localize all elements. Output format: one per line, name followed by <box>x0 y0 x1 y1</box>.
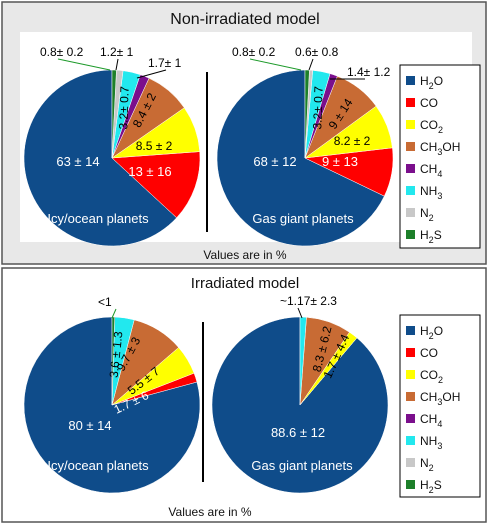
slice-label-h2o: 88.6 ± 12 <box>271 425 325 440</box>
legend-label-co: CO <box>420 346 438 360</box>
legend-swatch-ch3oh <box>406 142 415 151</box>
legends: H2O CO CO2 CH3OH CH4 NH3 N2 H2S H2O CO CO2 CH3OH CH4… <box>406 74 460 495</box>
legend-swatch-co2 <box>406 120 415 129</box>
pie-title: Icy/ocean planets <box>47 458 149 473</box>
pie-slice-h2o <box>211 316 389 494</box>
pie-slice-nh3 <box>299 316 307 406</box>
legend: H2O CO CO2 CH3OH CH4 NH3 N2 H2S <box>406 324 460 495</box>
legend-swatch-ch4 <box>406 414 415 423</box>
slice-label-nh3: 3.2± 0.7 <box>116 86 132 130</box>
slice-label-h2s: <1 <box>98 295 112 309</box>
slice-label-ch4: 1.7± 1 <box>148 56 182 70</box>
slice-label-ch4: 1.4± 1.2 <box>347 65 391 79</box>
slice-label-h2s: 0.8± 0.2 <box>40 45 84 59</box>
slice-label-co2: 8.5 ± 2 <box>136 139 173 153</box>
callout-line <box>115 58 119 71</box>
legend-swatch-nh3 <box>406 436 415 445</box>
legend-label-nh3: NH3 <box>420 434 442 451</box>
legend-label-n2: N2 <box>420 206 434 223</box>
legend-label-h2s: H2S <box>420 478 442 495</box>
legend-swatch-h2s <box>406 480 415 489</box>
legend-label-co: CO <box>420 96 438 110</box>
legend-swatch-ch3oh <box>406 392 415 401</box>
legend-swatch-ch4 <box>406 164 415 173</box>
callout-line <box>297 307 303 319</box>
legend-swatch-h2s <box>406 230 415 239</box>
slice-label-nh3: 3.2± 0.7 <box>310 86 326 130</box>
slice-label-nh3: 3.6 ± 1.3 <box>107 330 126 378</box>
legend-swatch-co2 <box>406 370 415 379</box>
legend-label-ch3oh: CH3OH <box>420 140 460 157</box>
legend-swatch-n2 <box>406 458 415 467</box>
legend-label-h2o: H2O <box>420 324 443 341</box>
slice-label-co: 9 ± 13 <box>322 154 358 169</box>
legend-swatch-co <box>406 98 415 107</box>
pie-chart: 80 ± 141.7 ± 65.5 ± 79.7 ± 33.6 ± 1.3<1I… <box>23 295 201 494</box>
callout-line <box>57 58 111 71</box>
slice-label-co2: 8.2 ± 2 <box>334 134 371 148</box>
legend: H2O CO CO2 CH3OH CH4 NH3 N2 H2S <box>406 74 460 245</box>
pie-title: Gas giant planets <box>251 458 353 473</box>
legend-label-co2: CO2 <box>420 118 443 135</box>
pie-slice-h2s <box>111 69 117 159</box>
slice-label-co: 13 ± 16 <box>128 164 171 179</box>
slice-label-h2o: 63 ± 14 <box>56 154 99 169</box>
pie-chart: 68 ± 12 9 ± 138.2 ± 29 ± 141.4± 1.23.2± 0… <box>216 45 394 247</box>
legend-box-top <box>399 64 481 249</box>
legend-label-ch4: CH4 <box>420 162 442 179</box>
slice-label-n2: 1.2± 1 <box>100 45 134 59</box>
top-panel-title: Non-irradiated model <box>170 11 319 28</box>
slice-label-nh3: ~1.17± 2.3 <box>280 294 337 308</box>
slice-label-h2o: 80 ± 14 <box>68 418 111 433</box>
legend-swatch-co <box>406 348 415 357</box>
callout-line <box>249 58 302 71</box>
legend-swatch-h2o <box>406 326 415 335</box>
top-footnote: Values are in % <box>203 248 286 262</box>
legend-label-n2: N2 <box>420 456 434 473</box>
callout-line <box>308 58 314 71</box>
bottom-footnote: Values are in % <box>168 505 251 519</box>
slice-label-h2s: 0.8± 0.2 <box>232 45 276 59</box>
pie-chart: 88.6 ± 121.7 ± 4.48.3 ± 6.2~1.17± 2.3Gas… <box>211 294 389 494</box>
pie-slice-h2o <box>23 69 177 247</box>
slice-label-h2o: 68 ± 12 <box>253 154 296 169</box>
legend-label-nh3: NH3 <box>420 184 442 201</box>
slice-label-n2: 0.6± 0.8 <box>295 45 339 59</box>
legend-swatch-n2 <box>406 208 415 217</box>
legend-swatch-nh3 <box>406 186 415 195</box>
callout-line <box>136 69 167 79</box>
pie-title: Gas giant planets <box>252 211 354 226</box>
legend-label-co2: CO2 <box>420 368 443 385</box>
pie-slice-h2o <box>216 69 385 247</box>
pie-slice-co <box>111 151 201 219</box>
legend-label-h2s: H2S <box>420 228 442 245</box>
pie-title: Icy/ocean planets <box>47 211 149 226</box>
legend-label-ch4: CH4 <box>420 412 442 429</box>
legend-label-ch3oh: CH3OH <box>420 390 460 407</box>
legend-label-h2o: H2O <box>420 74 443 91</box>
callout-line <box>111 308 117 319</box>
bottom-panel-title: Irradiated model <box>191 275 299 292</box>
legend-swatch-h2o <box>406 76 415 85</box>
